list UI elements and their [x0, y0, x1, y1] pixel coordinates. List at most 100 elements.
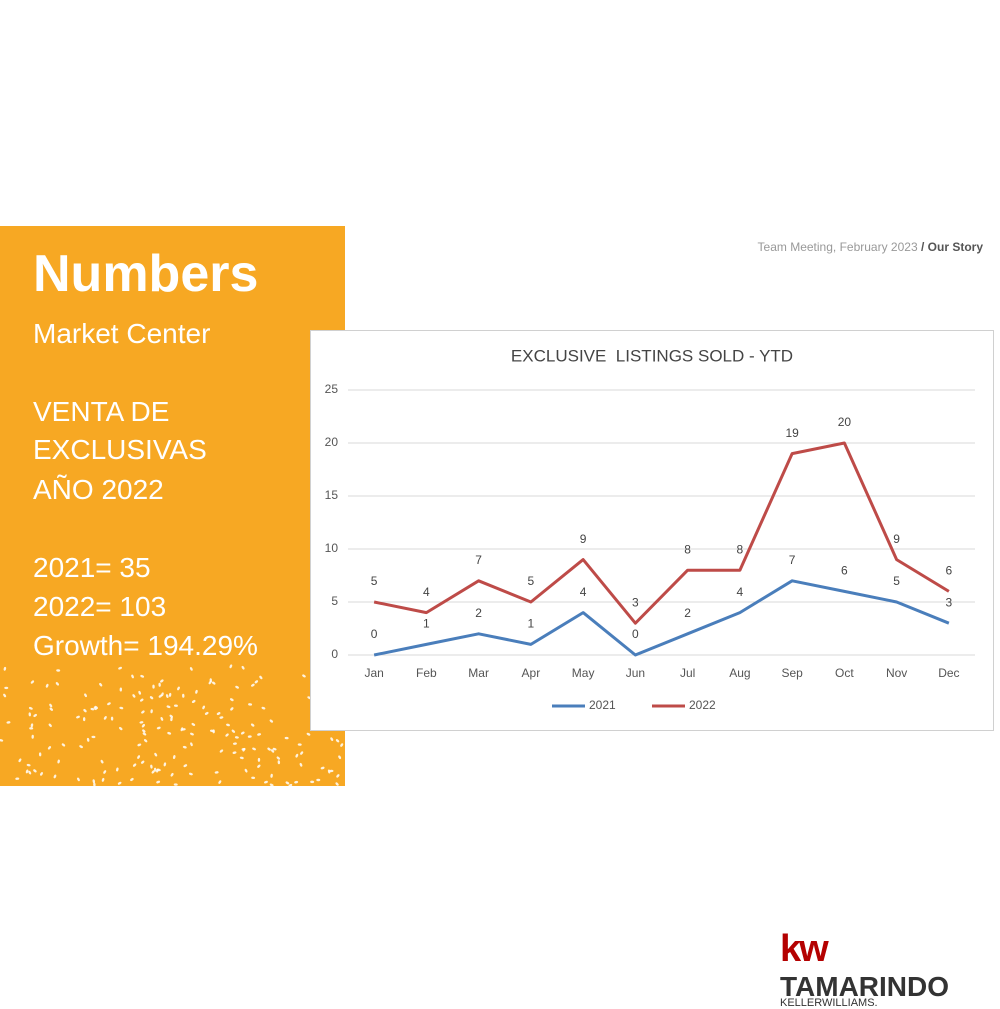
dot-pattern [0, 664, 344, 786]
dot [172, 755, 176, 759]
dot [320, 766, 325, 770]
dot [229, 664, 233, 669]
data-label: 4 [423, 585, 430, 599]
dot [261, 706, 266, 710]
dot [271, 749, 275, 753]
dot [248, 703, 253, 706]
dot [53, 774, 57, 779]
dot [3, 693, 7, 698]
dot [140, 698, 144, 702]
dot [190, 742, 193, 747]
dot [204, 711, 209, 715]
dot [211, 681, 216, 685]
dot [241, 665, 245, 670]
dot [212, 729, 215, 734]
dot [18, 758, 22, 763]
dot [116, 767, 119, 772]
dot [49, 707, 53, 711]
data-label: 5 [528, 574, 535, 588]
dot [156, 780, 161, 784]
dot [259, 675, 263, 680]
dot [118, 666, 122, 670]
x-tick-label: Sep [781, 666, 803, 680]
data-label: 3 [632, 595, 639, 609]
series-line [373, 441, 950, 625]
logo-name: TAMARINDO [780, 971, 950, 1002]
legend-label: 2022 [689, 698, 716, 712]
series-line [373, 579, 950, 657]
dot [6, 721, 11, 724]
dot [154, 752, 158, 757]
dot [195, 689, 198, 694]
dot [140, 760, 145, 764]
data-label: 7 [475, 553, 482, 567]
dot [132, 763, 137, 767]
dot [163, 762, 167, 767]
dot [47, 746, 52, 750]
dot [330, 737, 334, 741]
dot [107, 702, 111, 706]
dot [28, 770, 32, 775]
dot [247, 735, 252, 738]
dot [110, 716, 114, 721]
dot [170, 717, 173, 722]
chart-frame [310, 330, 994, 731]
y-tick-label: 10 [325, 541, 339, 555]
dot [226, 723, 230, 727]
data-label: 8 [684, 542, 691, 556]
dot [218, 780, 222, 784]
dot [241, 747, 246, 751]
data-label: 2 [475, 606, 482, 620]
dot [191, 699, 196, 703]
dot [230, 707, 234, 711]
stat: 2021= 35 [33, 552, 151, 583]
breadcrumb: Team Meeting, February 2023 / Our Story [758, 240, 983, 254]
dot [119, 726, 123, 731]
dot [79, 745, 83, 749]
breadcrumb-text: Team Meeting, February 2023 [757, 240, 918, 254]
dot [240, 731, 245, 735]
dot [173, 783, 178, 786]
data-label: 1 [528, 617, 535, 631]
stat: Growth= 194.29% [33, 630, 258, 661]
dot [28, 712, 31, 717]
dot [48, 723, 52, 728]
dot [31, 734, 34, 739]
dot [239, 756, 244, 760]
dot [26, 763, 31, 767]
dot [76, 715, 80, 719]
dot [257, 764, 261, 768]
dot [160, 716, 164, 721]
dot [269, 783, 274, 786]
x-tick-label: Dec [938, 666, 959, 680]
dot [285, 781, 290, 785]
y-tick-label: 5 [331, 594, 338, 608]
dot [340, 743, 344, 747]
dot [38, 752, 42, 757]
dot [165, 694, 169, 699]
data-label: 6 [841, 564, 848, 578]
dot [91, 735, 96, 739]
dot [219, 716, 224, 719]
dot [306, 732, 311, 736]
dot [277, 760, 281, 765]
dot [101, 777, 105, 782]
dot [132, 694, 136, 698]
dot [297, 743, 302, 746]
dot [335, 782, 339, 786]
dot [144, 739, 148, 743]
x-tick-label: Oct [835, 666, 854, 680]
dot [244, 768, 248, 773]
dot [139, 721, 144, 724]
dot [150, 709, 153, 714]
dot [93, 782, 96, 786]
dot [181, 728, 186, 731]
dot [153, 767, 157, 772]
dot [56, 669, 61, 672]
y-tick-label: 20 [325, 435, 339, 449]
dot [40, 772, 43, 776]
dot [156, 726, 161, 730]
dot [272, 747, 277, 751]
dot [225, 733, 229, 737]
dot [284, 736, 289, 740]
